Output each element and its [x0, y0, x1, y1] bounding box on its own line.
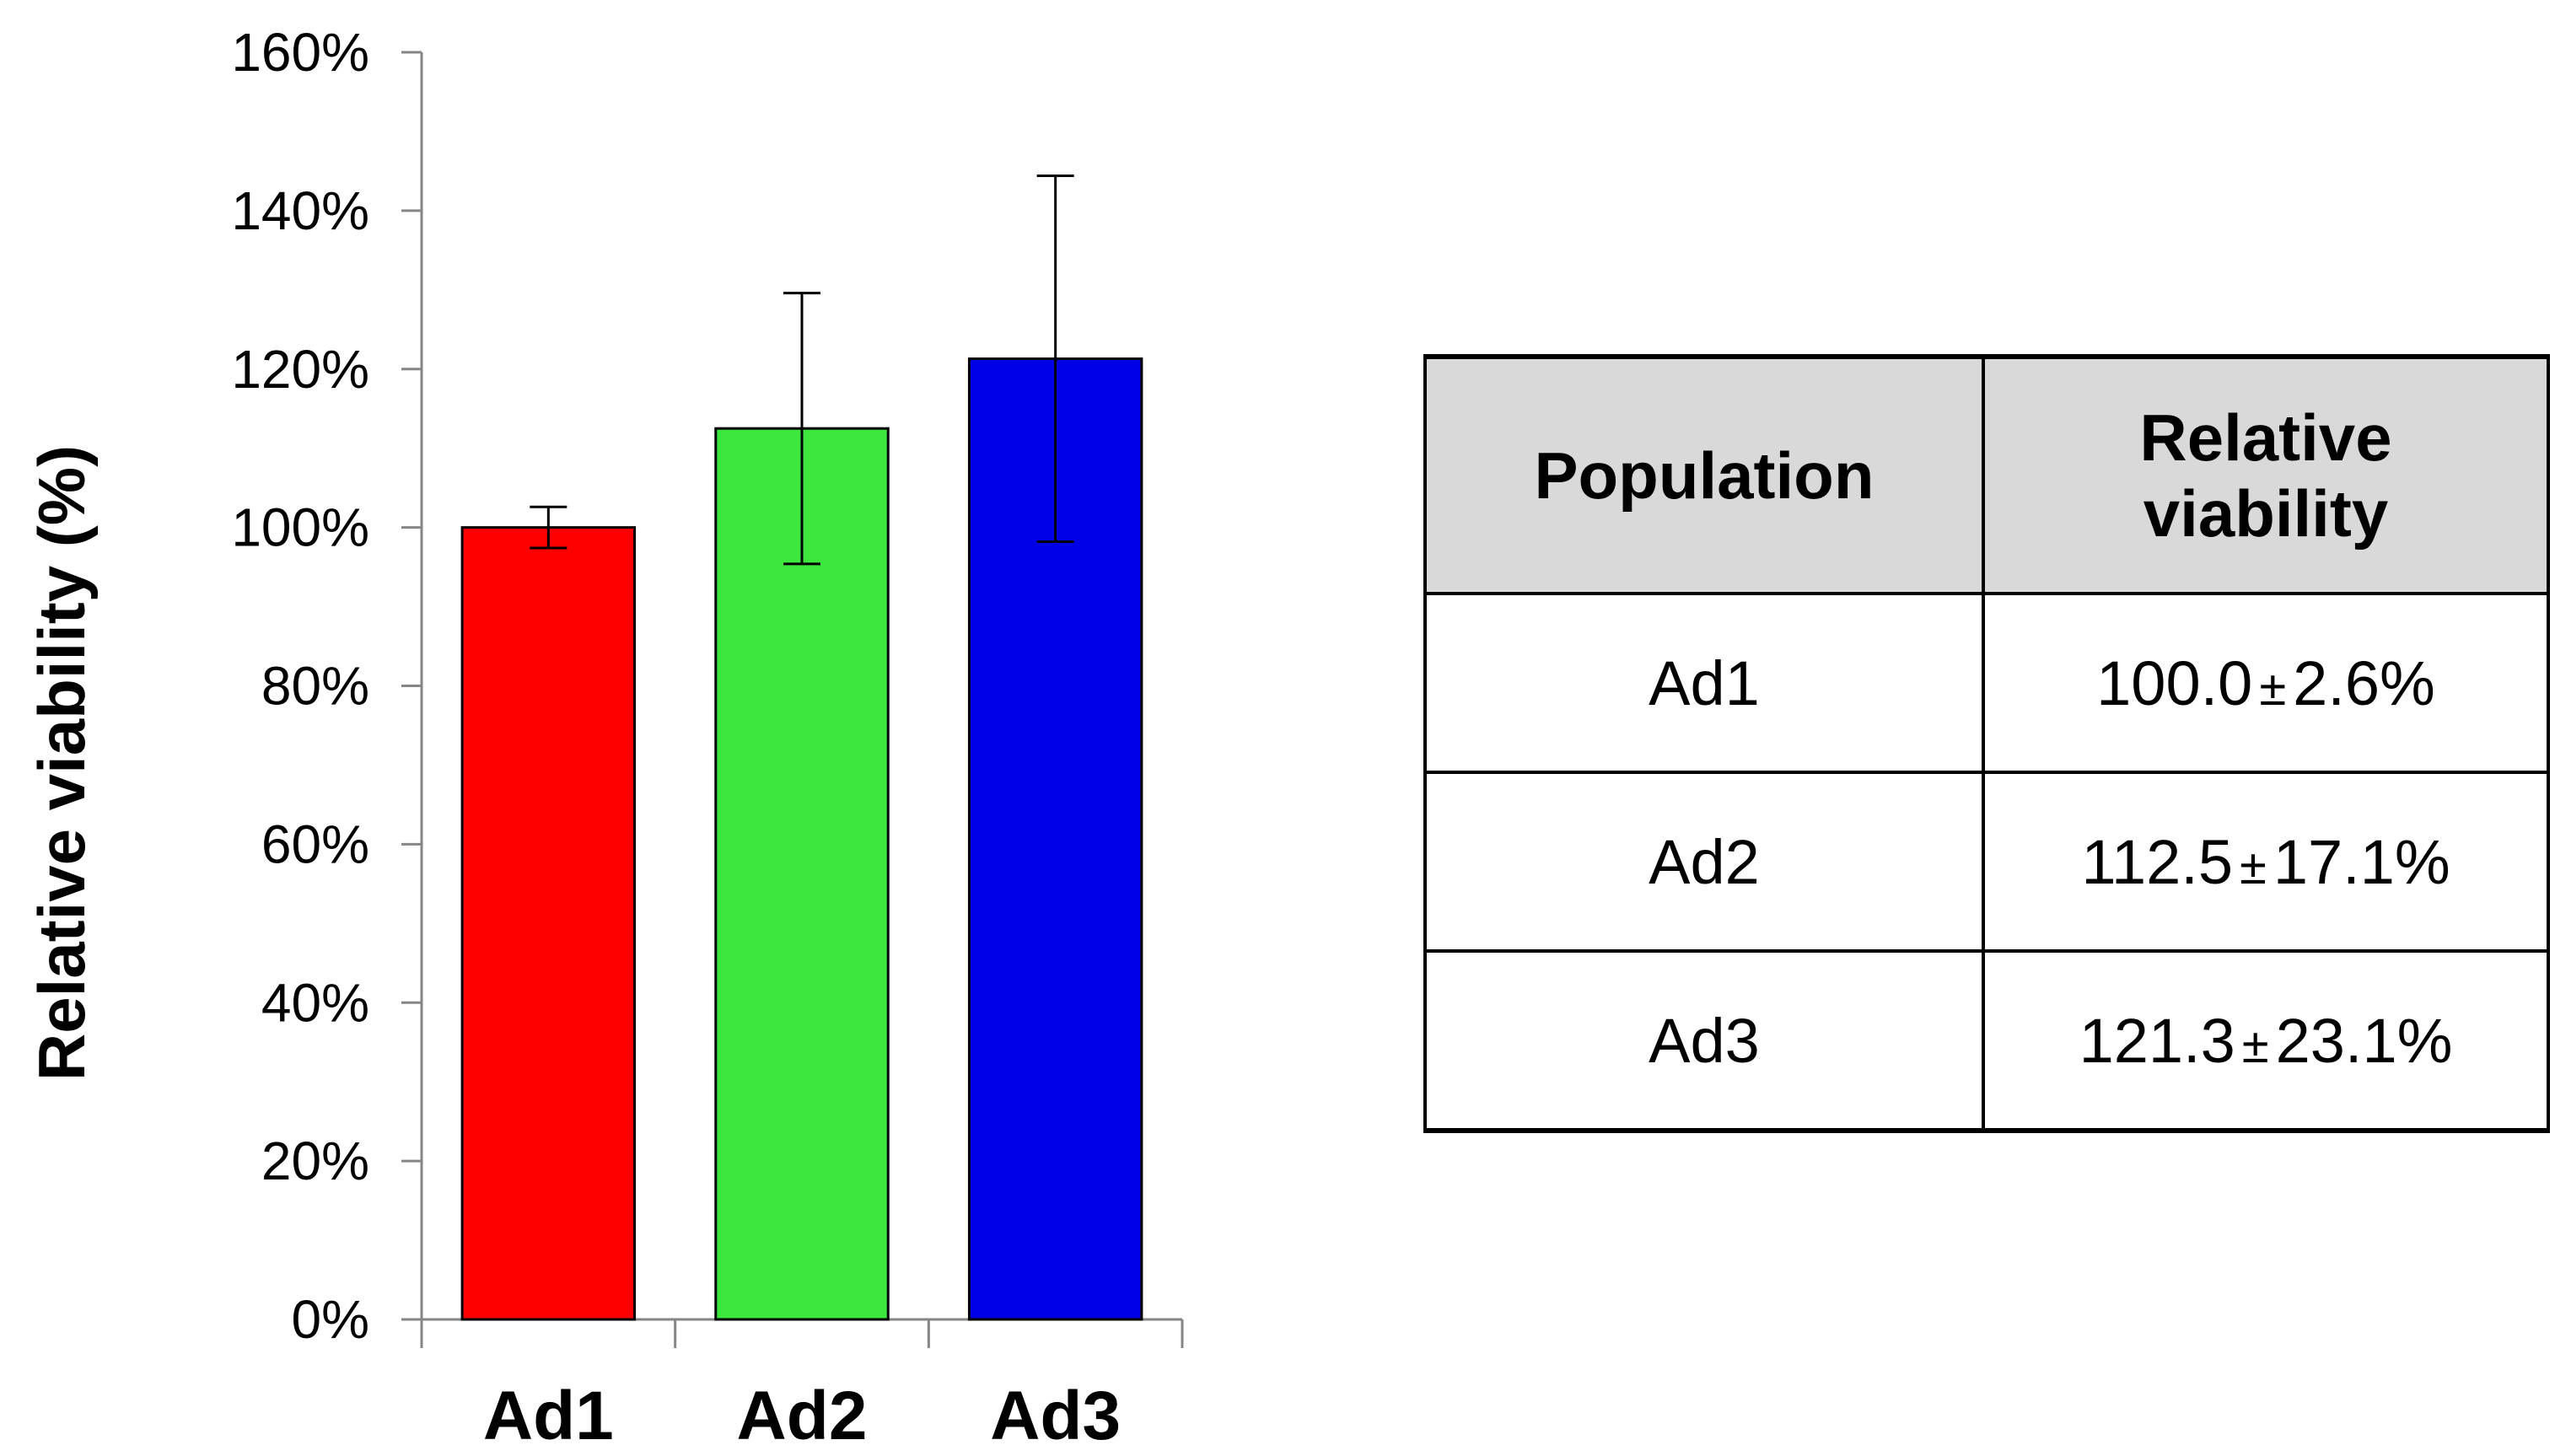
population-cell: Ad3 — [1423, 951, 1985, 1131]
mean-value: 121.3 — [2079, 1005, 2235, 1076]
sd-value: 23.1% — [2275, 1005, 2453, 1076]
column-header-population: Population — [1423, 357, 1985, 595]
mean-value: 100.0 — [2096, 647, 2253, 718]
table-row: Ad2 112.5 ±17.1% — [1423, 772, 2550, 953]
sd-value: 2.6% — [2293, 647, 2435, 718]
bar-chart: 0% 20% 40% 60% 80% 100% 120% 140% 160% Ad1 Ad2 Ad3… — [24, 22, 1184, 1454]
bar-ad1 — [460, 526, 637, 1321]
plus-minus-sign: ± — [2259, 660, 2287, 716]
viability-table: Population Relative viability Ad1 100.0 ±… — [1423, 354, 2550, 1133]
y-tick-label: 40% — [261, 972, 369, 1033]
viability-cell: 100.0 ±2.6% — [1982, 594, 2550, 774]
y-tick-label: 0% — [292, 1289, 370, 1350]
x-tick-label: Ad3 — [990, 1378, 1121, 1454]
y-tick-label: 100% — [231, 497, 369, 558]
table-header-row: Population Relative viability — [1423, 357, 2550, 595]
y-axis: 0% 20% 40% 60% 80% 100% 120% 140% 160% — [231, 22, 423, 1350]
y-tick-label: 80% — [261, 656, 369, 717]
y-tick-label: 160% — [231, 22, 369, 83]
viability-cell: 121.3 ±23.1% — [1982, 951, 2550, 1131]
bar-ad2 — [714, 427, 890, 1321]
x-tick-label: Ad2 — [737, 1378, 868, 1454]
y-tick-label: 60% — [261, 814, 369, 874]
bars — [460, 357, 1143, 1321]
y-tick-label: 20% — [261, 1131, 369, 1191]
x-axis: Ad1 Ad2 Ad3 — [420, 1318, 1184, 1454]
viability-cell: 112.5 ±17.1% — [1982, 772, 2550, 953]
plus-minus-sign: ± — [2241, 1018, 2269, 1073]
y-tick-label: 120% — [231, 339, 369, 400]
plus-minus-sign: ± — [2240, 839, 2267, 895]
table-row: Ad3 121.3 ±23.1% — [1423, 951, 2550, 1131]
table-row: Ad1 100.0 ±2.6% — [1423, 594, 2550, 774]
sd-value: 17.1% — [2273, 826, 2450, 897]
y-tick-label: 140% — [231, 180, 369, 241]
population-cell: Ad1 — [1423, 594, 1985, 774]
x-tick-label: Ad1 — [483, 1378, 614, 1454]
population-cell: Ad2 — [1423, 772, 1985, 953]
column-header-relative-viability: Relative viability — [1982, 357, 2550, 595]
y-axis-label: Relative viability (%) — [24, 445, 99, 1081]
mean-value: 112.5 — [2081, 826, 2234, 897]
error-bars — [530, 175, 1074, 566]
